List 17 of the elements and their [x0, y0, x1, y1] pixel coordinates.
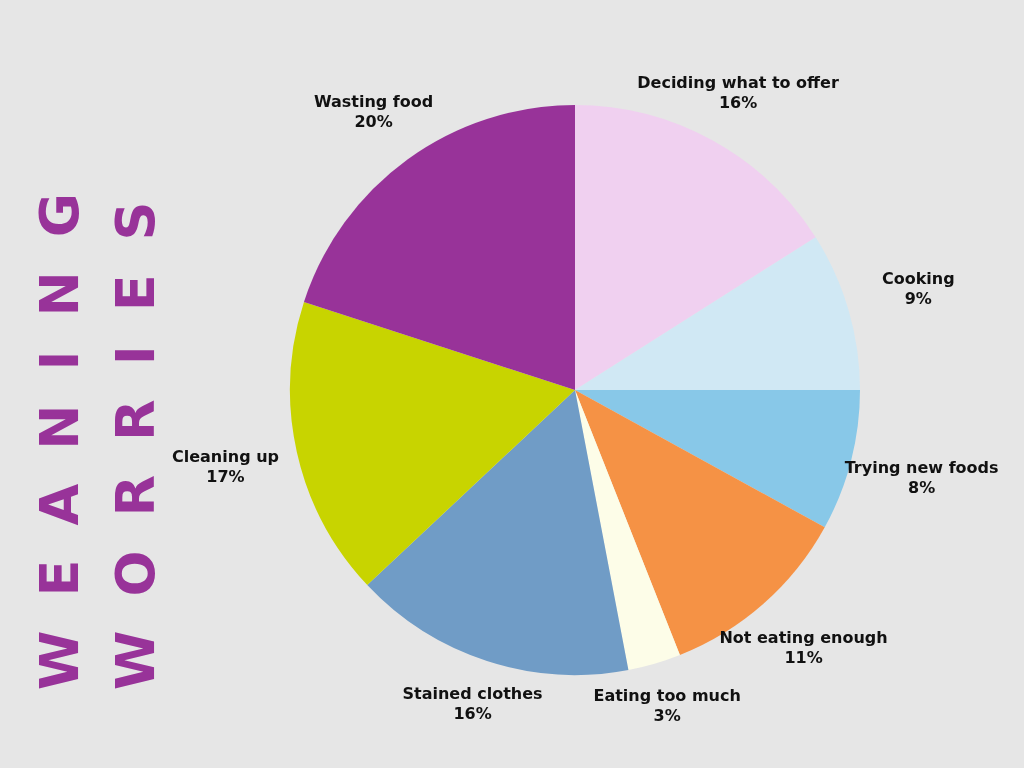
text: WEANING WORRIES	[27, 157, 167, 690]
slice-label: Eating too much	[593, 686, 741, 706]
data-label: 20%	[354, 111, 393, 131]
slice-label: Cooking	[881, 269, 955, 289]
slice-label: Stained clothes	[402, 684, 543, 704]
slice-label: Trying new foods	[844, 458, 999, 478]
data-label: 17%	[206, 467, 245, 487]
data-label: 11%	[784, 648, 823, 668]
data-label: 8%	[908, 478, 936, 498]
slice-label: Not eating enough	[719, 628, 888, 648]
slice-label: Cleaning up	[171, 447, 279, 467]
data-label: 16%	[453, 704, 492, 724]
data-label: 3%	[653, 706, 681, 726]
data-label: 16%	[718, 92, 758, 112]
slice-label: Wasting food	[313, 91, 434, 111]
data-label: 9%	[904, 289, 932, 309]
slice-label: Deciding what to offer	[637, 72, 839, 92]
